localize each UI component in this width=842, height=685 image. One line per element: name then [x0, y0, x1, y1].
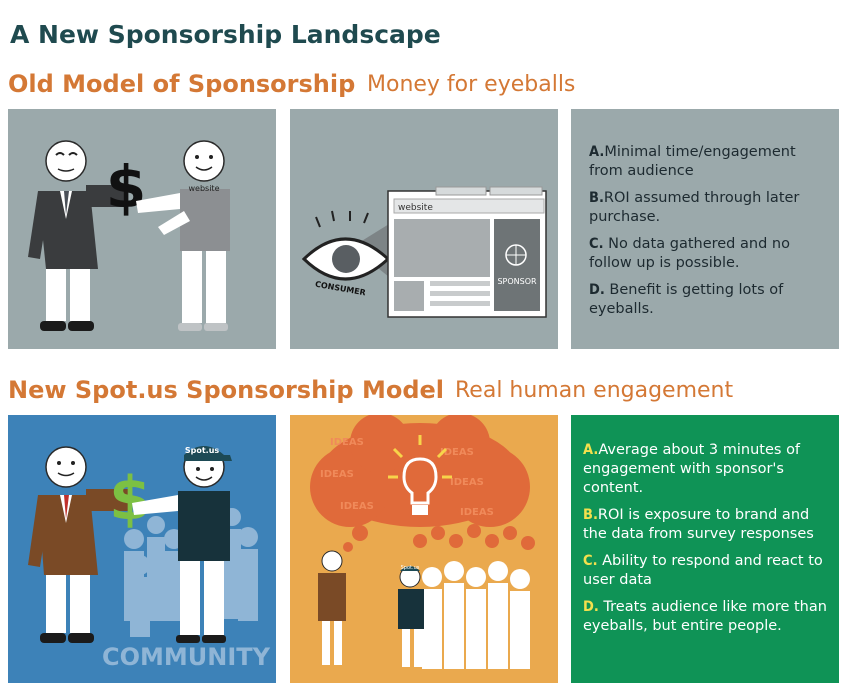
ideas-cloud: [310, 415, 530, 552]
old-payment-svg: $ website: [28, 140, 230, 331]
small-sponsor-figure: [318, 550, 346, 665]
new-model-heading: New Spot.us Sponsorship Model: [8, 376, 444, 404]
small-spotus-figure: [398, 566, 424, 667]
new-model-points-list: A.Average about 3 minutes of engagement …: [583, 441, 831, 644]
page-title: A New Sponsorship Landscape: [10, 20, 441, 49]
eye-icon: [301, 210, 391, 281]
new-ideas-svg: IDEAS IDEAS IDEAS IDEAS IDEAS IDEAS: [310, 415, 535, 669]
old-point-d: D. Benefit is getting lots of eyeballs.: [589, 282, 784, 317]
new-point-b: B.ROI is exposure to brand and the data …: [583, 507, 814, 542]
new-model-points-panel: A.Average about 3 minutes of engagement …: [571, 415, 839, 683]
old-model-subheading: Money for eyeballs: [367, 72, 576, 97]
new-point-d: D. Treats audience like more than eyebal…: [583, 599, 827, 634]
ideas-word-pattern: IDEAS IDEAS IDEAS IDEAS IDEAS IDEAS: [320, 437, 494, 518]
svg-text:IDEAS: IDEAS: [320, 469, 354, 480]
old-eyeball-svg: CONSUMER website SPONSOR: [301, 186, 547, 318]
old-model-eyeball-illustration: CONSUMER website SPONSOR: [290, 109, 558, 349]
audience-heads: [413, 524, 535, 550]
dollar-sign-icon: $: [109, 464, 151, 534]
browser-window: [387, 186, 547, 318]
old-model-points-panel: A.Minimal time/engagement from audience …: [571, 109, 839, 349]
svg-text:IDEAS: IDEAS: [330, 437, 364, 448]
spotus-figure: [132, 446, 232, 643]
old-point-a: A.Minimal time/engagement from audience: [589, 144, 796, 179]
old-model-heading: Old Model of Sponsorship: [8, 70, 356, 98]
svg-text:IDEAS: IDEAS: [450, 477, 484, 488]
sponsor-label: SPONSOR: [497, 277, 537, 286]
old-model-points-list: A.Minimal time/engagement from audience …: [589, 143, 829, 327]
new-model-subheading: Real human engagement: [455, 378, 734, 403]
small-spotus-cap-label: Spot.us: [401, 565, 420, 571]
new-community-svg: $ Spot.us COMMUNITY: [28, 446, 271, 671]
website-tag-label: website: [189, 184, 220, 193]
new-model-ideas-illustration: IDEAS IDEAS IDEAS IDEAS IDEAS IDEAS: [290, 415, 558, 683]
svg-text:IDEAS: IDEAS: [340, 501, 374, 512]
old-point-b: B.ROI assumed through later purchase.: [589, 190, 800, 225]
businessman-figure: [28, 140, 126, 331]
lightbulb-icon: [388, 435, 452, 515]
spotus-cap-label: Spot.us: [185, 446, 220, 455]
svg-text:IDEAS: IDEAS: [440, 447, 474, 458]
consumer-label: CONSUMER: [314, 280, 366, 298]
browser-url-label: website: [398, 203, 433, 213]
new-point-c: C. Ability to respond and react to user …: [583, 553, 823, 588]
new-model-community-illustration: $ Spot.us COMMUNITY: [8, 415, 276, 683]
audience-crowd: [422, 561, 530, 669]
old-point-c: C. No data gathered and no follow up is …: [589, 236, 790, 271]
sponsor-figure: [28, 446, 128, 643]
svg-text:IDEAS: IDEAS: [460, 507, 494, 518]
community-label: COMMUNITY: [102, 643, 271, 671]
website-figure: [136, 140, 230, 331]
new-point-a: A.Average about 3 minutes of engagement …: [583, 442, 801, 496]
old-model-payment-illustration: $ website: [8, 109, 276, 349]
